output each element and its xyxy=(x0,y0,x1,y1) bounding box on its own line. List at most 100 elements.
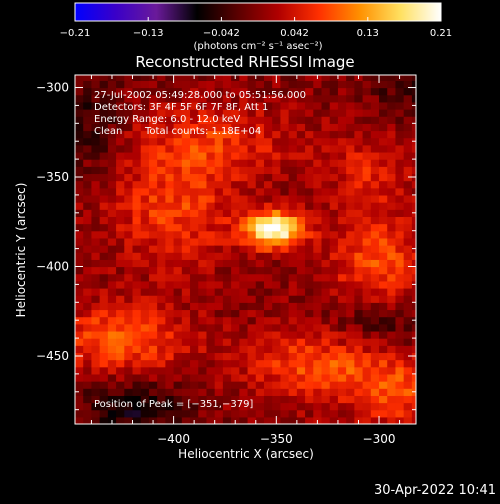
heatmap-cell xyxy=(75,280,84,289)
heatmap-cell xyxy=(231,302,240,311)
heatmap-cell xyxy=(165,359,175,368)
heatmap-cell xyxy=(75,187,84,196)
heatmap-cell xyxy=(395,381,405,389)
heatmap-cell xyxy=(157,345,166,354)
heatmap-cell xyxy=(263,94,273,103)
heatmap-cell xyxy=(190,273,199,282)
heatmap-cell xyxy=(362,273,372,282)
heatmap-cell xyxy=(75,144,84,153)
heatmap-cell xyxy=(362,381,372,389)
heatmap-cell xyxy=(140,87,150,96)
heatmap-cell xyxy=(263,216,273,225)
heatmap-cell xyxy=(173,116,183,124)
heatmap-cell xyxy=(107,245,117,253)
heatmap-cell xyxy=(214,338,224,346)
heatmap-cell xyxy=(222,309,232,318)
heatmap-cell xyxy=(181,173,191,182)
heatmap-cell xyxy=(239,166,249,175)
heatmap-cell xyxy=(313,216,323,225)
heatmap-cell xyxy=(231,187,240,196)
heatmap-cell xyxy=(263,402,273,411)
heatmap-cell xyxy=(91,166,101,175)
heatmap-cell xyxy=(387,330,397,339)
heatmap-cell xyxy=(99,252,109,260)
heatmap-cell xyxy=(354,302,364,311)
heatmap-cell xyxy=(305,259,314,268)
heatmap-cell xyxy=(198,359,208,368)
heatmap-cell xyxy=(181,209,191,217)
heatmap-cell xyxy=(181,87,191,96)
heatmap-cell xyxy=(263,180,273,189)
heatmap-cell xyxy=(346,237,355,246)
heatmap-cell xyxy=(75,302,84,311)
heatmap-cell xyxy=(157,287,166,296)
heatmap-cell xyxy=(247,159,257,167)
heatmap-cell xyxy=(132,94,142,103)
heatmap-cell xyxy=(190,223,199,232)
heatmap-cell xyxy=(280,223,290,232)
heatmap-cell xyxy=(379,402,388,411)
heatmap-cell xyxy=(107,216,117,225)
heatmap-cell xyxy=(231,80,240,89)
heatmap-cell xyxy=(379,216,388,225)
heatmap-cell xyxy=(190,230,199,239)
heatmap-cell xyxy=(280,359,290,368)
heatmap-cell xyxy=(222,416,232,424)
heatmap-cell xyxy=(190,352,199,361)
heatmap-cell xyxy=(116,173,125,182)
heatmap-cell xyxy=(313,309,323,318)
heatmap-cell xyxy=(91,151,101,160)
heatmap-cell xyxy=(395,338,405,346)
heatmap-cell xyxy=(107,395,117,404)
heatmap-cell xyxy=(116,94,125,103)
heatmap-cell xyxy=(296,230,306,239)
heatmap-cell xyxy=(337,409,347,418)
heatmap-cell xyxy=(206,266,216,275)
heatmap-cell xyxy=(116,366,125,375)
heatmap-cell xyxy=(387,87,397,96)
heatmap-cell xyxy=(222,338,232,346)
heatmap-cell xyxy=(206,273,216,282)
heatmap-cell xyxy=(83,159,93,167)
heatmap-cell xyxy=(255,166,265,175)
heatmap-cell xyxy=(288,166,298,175)
heatmap-cell xyxy=(272,345,282,354)
heatmap-cell xyxy=(173,259,183,268)
colorbar-tick-label: −0.21 xyxy=(60,28,91,39)
heatmap-cell xyxy=(181,216,191,225)
heatmap-cell xyxy=(231,395,240,404)
heatmap-cell xyxy=(75,373,84,382)
heatmap-cell xyxy=(165,416,175,424)
heatmap-cell xyxy=(83,137,93,146)
heatmap-cell xyxy=(116,87,125,96)
heatmap-cell xyxy=(263,373,273,382)
heatmap-cell xyxy=(132,75,142,81)
heatmap-cell xyxy=(272,395,282,404)
colorbar-gradient xyxy=(74,2,442,22)
colorbar: −0.21 −0.13 −0.042 0.042 0.13 0.21 (photons c… xyxy=(60,2,452,52)
heatmap-cell xyxy=(321,202,331,210)
heatmap-cell xyxy=(370,252,380,260)
heatmap-cell xyxy=(116,216,125,225)
heatmap-cell xyxy=(99,173,109,182)
heatmap-cell xyxy=(140,245,150,253)
heatmap-cell xyxy=(362,180,372,189)
heatmap-cell xyxy=(280,237,290,246)
heatmap-cell xyxy=(124,180,134,189)
heatmap-cell xyxy=(411,402,416,411)
heatmap-cell xyxy=(354,287,364,296)
heatmap-cell xyxy=(83,280,93,289)
heatmap-cell xyxy=(329,116,339,124)
heatmap-cell xyxy=(296,166,306,175)
heatmap-cell xyxy=(305,130,314,139)
heatmap-cell xyxy=(181,237,191,246)
heatmap-cell xyxy=(296,101,306,110)
heatmap-cell xyxy=(124,366,134,375)
heatmap-cell xyxy=(214,245,224,253)
heatmap-cell xyxy=(411,359,416,368)
heatmap-cell xyxy=(148,109,158,117)
heatmap-cell xyxy=(173,266,183,275)
heatmap-cell xyxy=(296,75,306,81)
heatmap-cell xyxy=(411,230,416,239)
heatmap-cell xyxy=(214,373,224,382)
